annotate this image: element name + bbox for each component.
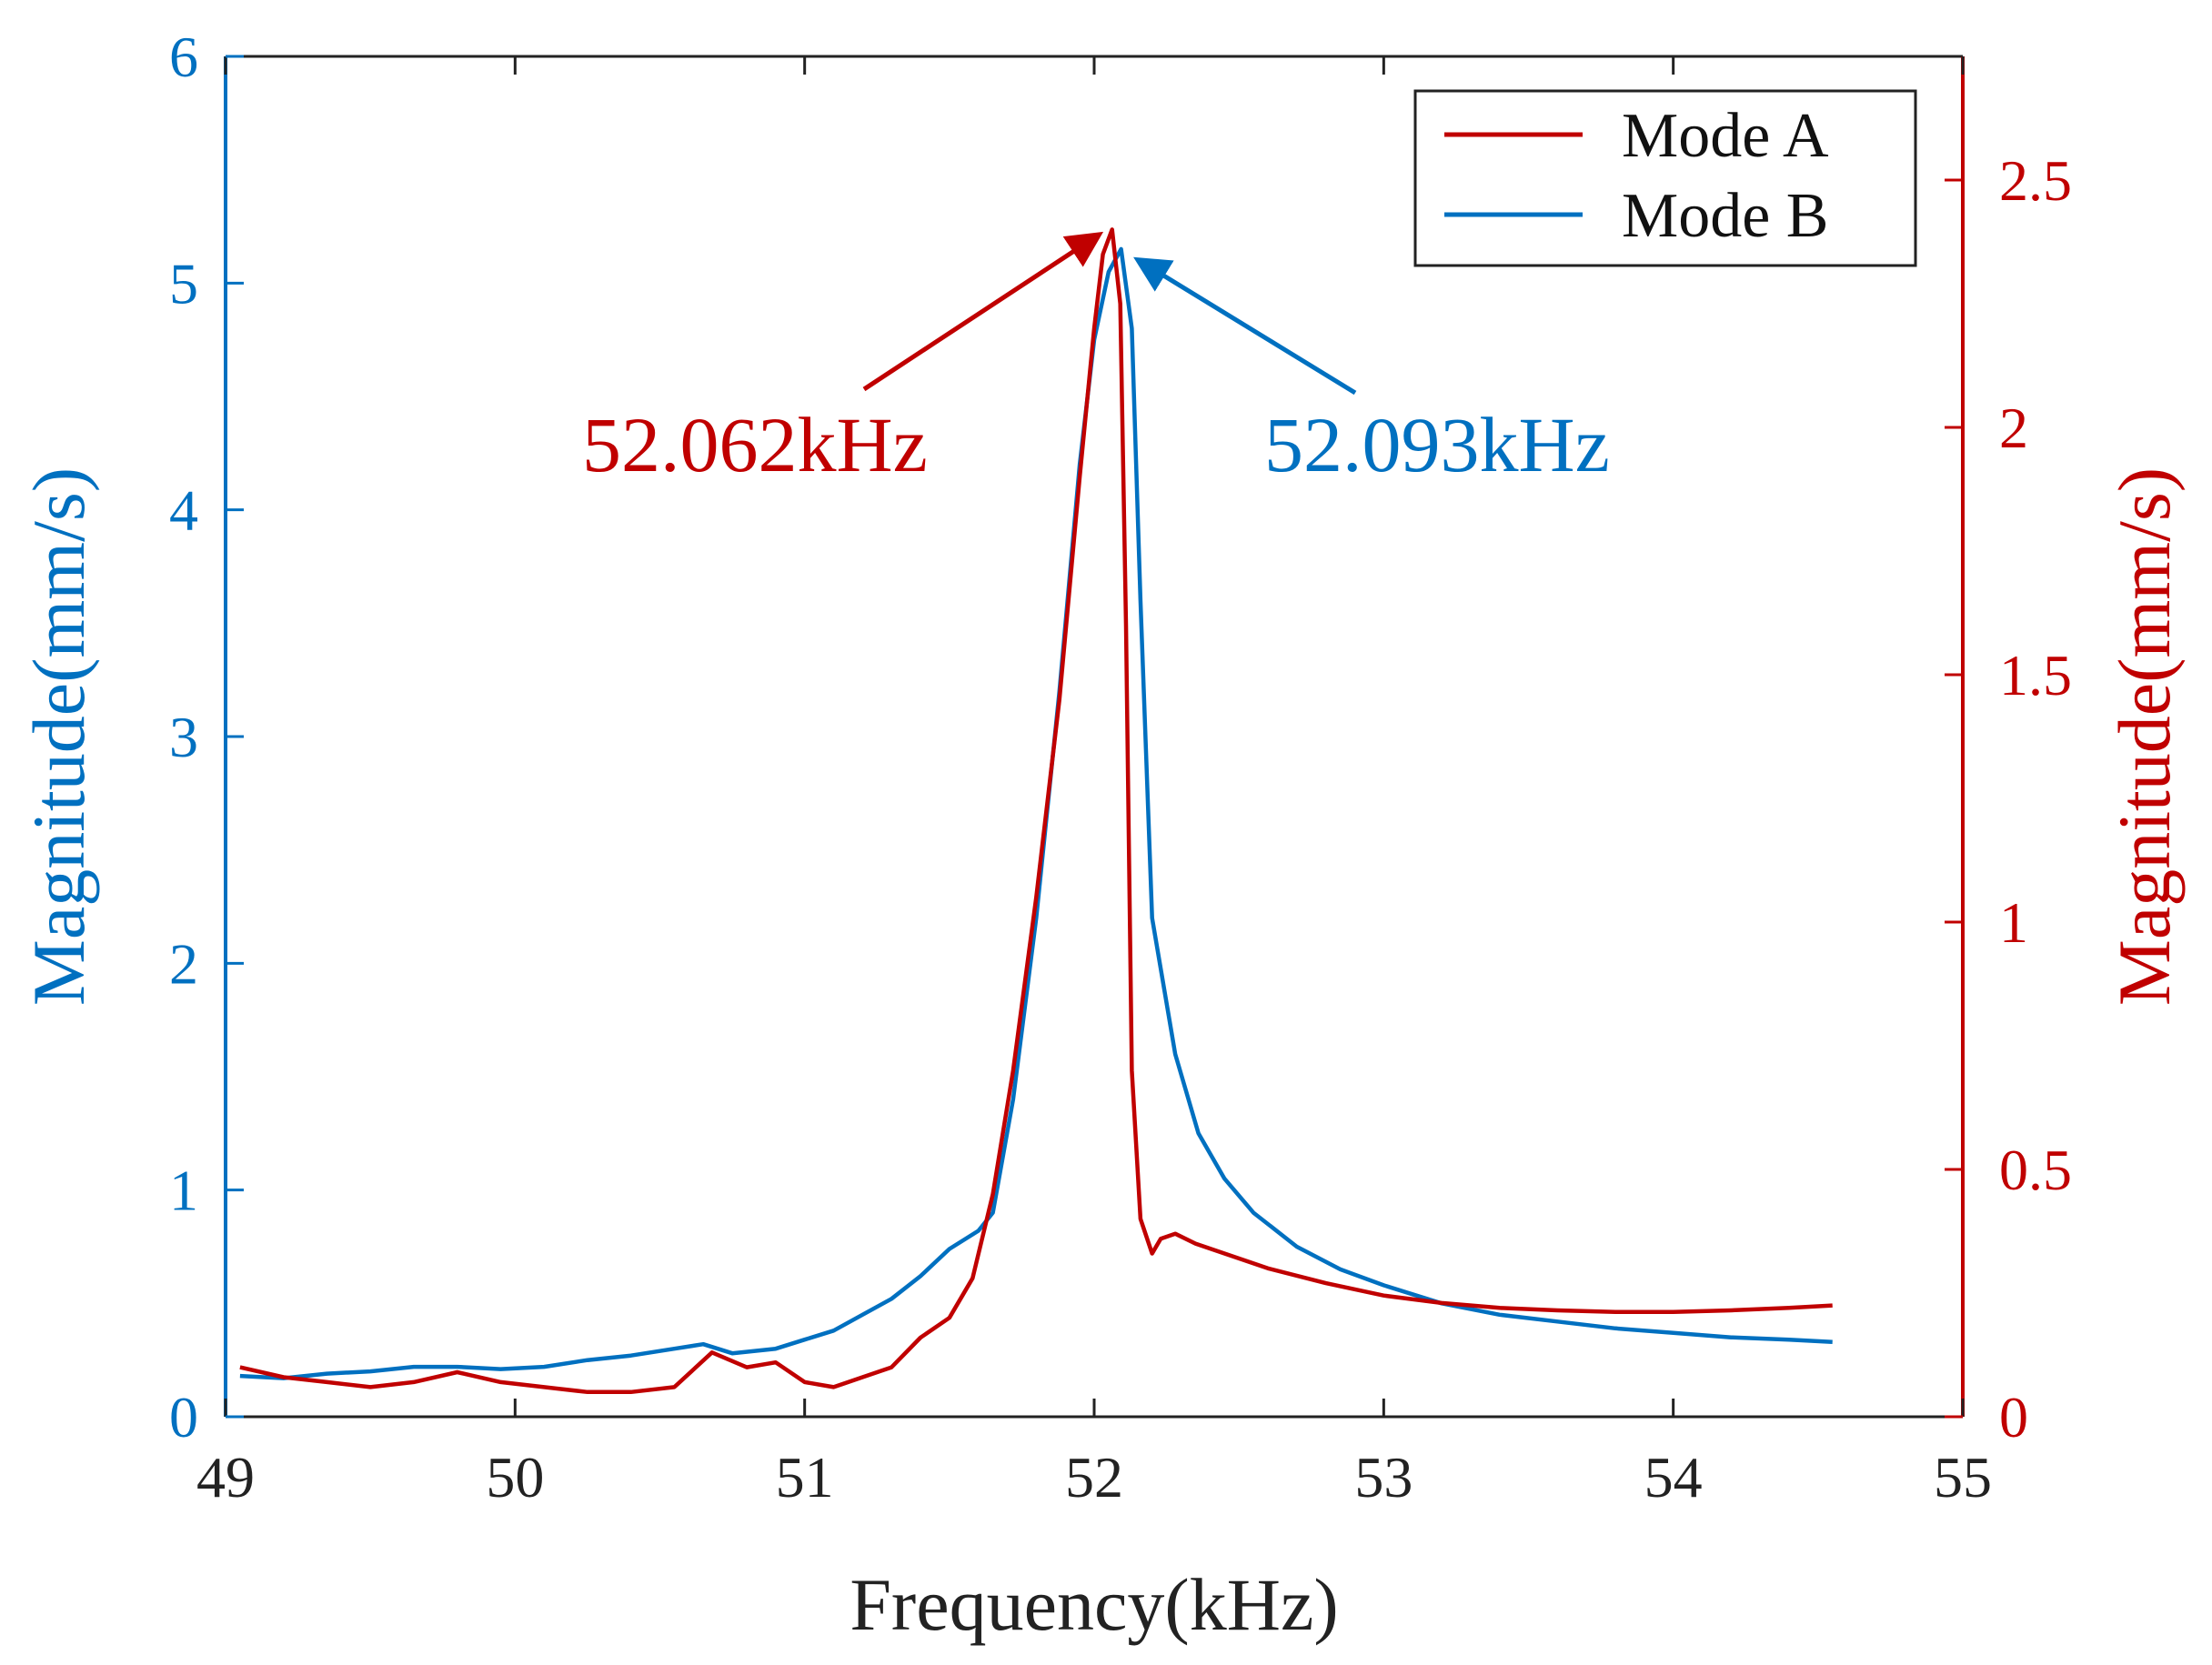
x-tick-label: 55 (1934, 1445, 1992, 1510)
annotation-label-mode-a: 52.062kHz (582, 401, 928, 488)
right-y-tick-label: 0.5 (1999, 1138, 2072, 1202)
x-tick-label: 52 (1065, 1445, 1123, 1510)
left-y-tick-label: 1 (169, 1158, 198, 1223)
legend-box (1413, 89, 1917, 267)
legend: Mode A Mode B (1413, 89, 1917, 267)
right-y-tick-label: 2 (1999, 396, 2028, 460)
series-line-mode-b (239, 246, 1833, 1380)
legend-label-mode-b: Mode B (1622, 181, 1829, 251)
right-y-axis-ticks: 0 0.5 1 1.5 2 2.5 (1945, 148, 2072, 1449)
left-y-tick-label: 4 (169, 478, 198, 543)
x-tick-label: 49 (196, 1445, 255, 1510)
left-y-axis-title: Magnitude(mm/s) (17, 467, 100, 1006)
left-y-tick-label: 6 (169, 25, 198, 89)
right-y-tick-label: 0 (1999, 1385, 2028, 1449)
annotation-arrow-mode-b (1133, 256, 1357, 396)
x-tick-label: 53 (1354, 1445, 1413, 1510)
right-y-axis-title: Magnitude(mm/s) (2103, 467, 2186, 1006)
series-line-mode-a (239, 227, 1833, 1395)
left-y-tick-label: 2 (169, 931, 198, 996)
left-y-tick-label: 3 (169, 705, 198, 769)
x-axis-ticks: 49 50 51 52 53 54 55 (196, 56, 1992, 1510)
annotation-label-mode-b: 52.093kHz (1264, 401, 1610, 488)
annotation-arrow-mode-a (862, 231, 1104, 392)
legend-label-mode-a: Mode A (1622, 101, 1829, 171)
right-y-tick-label: 2.5 (1999, 148, 2072, 213)
right-y-tick-label: 1.5 (1999, 643, 2072, 707)
left-y-tick-label: 0 (169, 1385, 198, 1449)
left-y-tick-label: 5 (169, 251, 198, 316)
x-tick-label: 54 (1644, 1445, 1703, 1510)
x-tick-label: 50 (486, 1445, 544, 1510)
x-tick-label: 51 (776, 1445, 834, 1510)
x-axis-title: Frequency(kHz) (850, 1563, 1338, 1646)
right-y-tick-label: 1 (1999, 890, 2028, 955)
left-y-axis-ticks: 0 1 2 3 4 5 6 (169, 25, 244, 1449)
